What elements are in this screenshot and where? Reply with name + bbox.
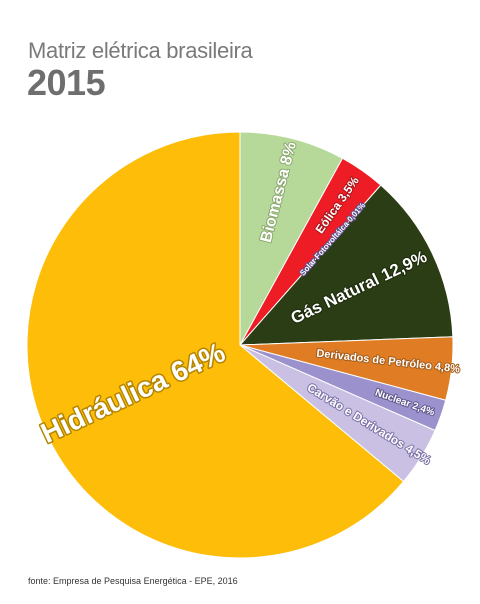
chart-year: 2015 [27,62,106,103]
pie-slice-gas-natural [238,184,454,346]
pie-slice-hidraulica [26,131,405,559]
chart-title: Matriz elétrica brasileira [28,38,253,63]
pie-slice-biomassa [239,131,344,346]
source-note: fonte: Empresa de Pesquisa Energética - … [28,576,238,586]
